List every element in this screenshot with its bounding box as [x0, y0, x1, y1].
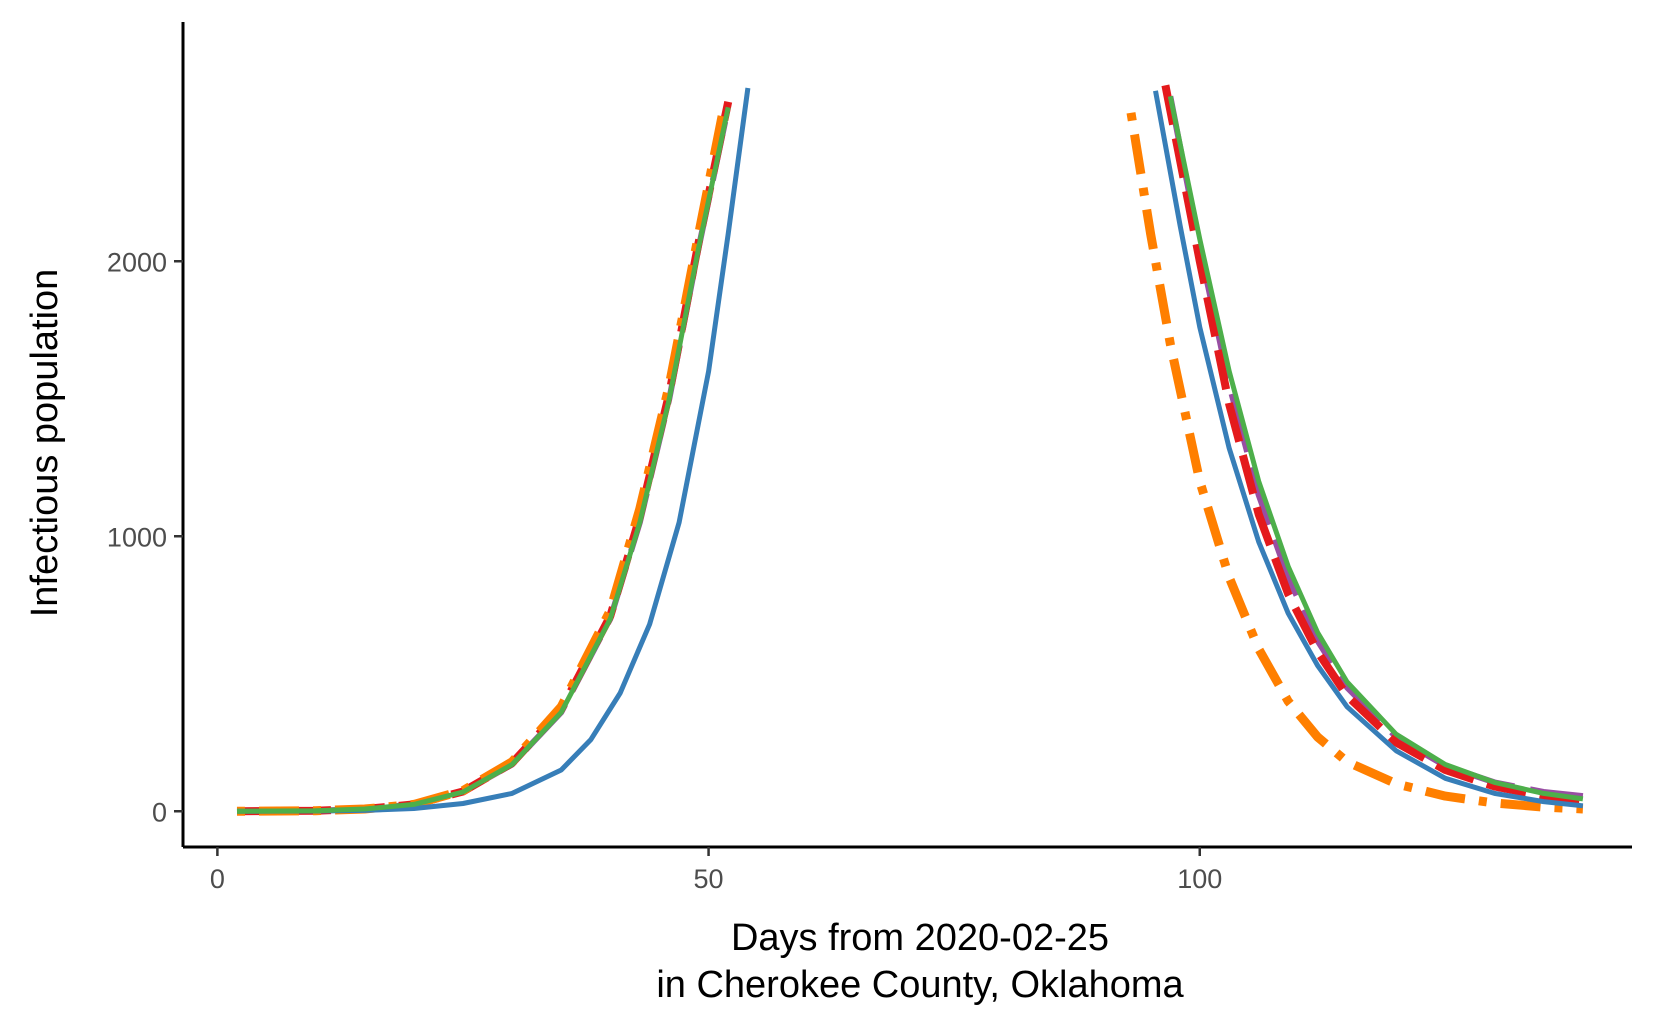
- y-tick-label: 0: [152, 797, 167, 827]
- x-tick-label: 50: [694, 864, 724, 894]
- x-axis-title-line2: in Cherokee County, Oklahoma: [656, 964, 1184, 1006]
- series-3-line-segment-2: [1126, 112, 1584, 814]
- series-4-line-segment-2: [1153, 90, 1584, 809]
- x-tick-label: 100: [1177, 864, 1222, 894]
- series-5-line-segment-2: [1167, 95, 1584, 802]
- y-axis-title: Infectious population: [24, 269, 66, 618]
- series-4-line-segment-1: [236, 87, 751, 814]
- series-1-line-segment-2: [1167, 95, 1584, 800]
- y-tick-label: 2000: [107, 247, 167, 277]
- series-5-line-segment-1: [236, 106, 731, 814]
- plot-area: [236, 84, 1584, 816]
- x-tick-label: 0: [210, 864, 225, 894]
- y-tick-label: 1000: [107, 522, 167, 552]
- x-axis-title-line1: Days from 2020-02-25: [731, 917, 1109, 959]
- series-2-line-segment-2: [1161, 84, 1584, 806]
